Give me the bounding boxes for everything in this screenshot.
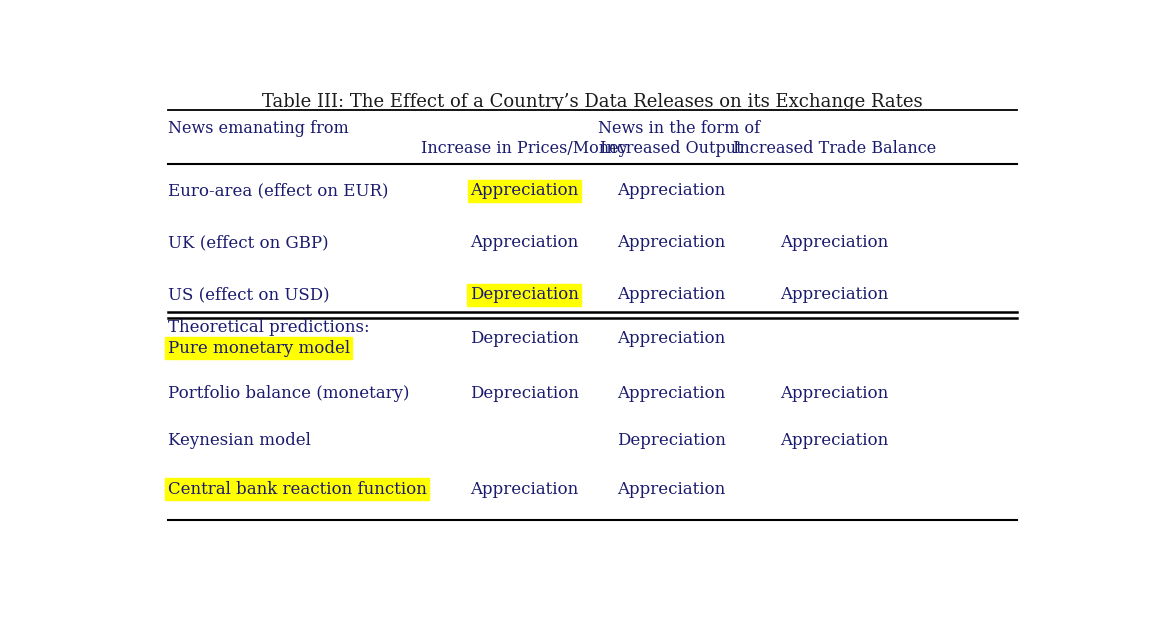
Text: Depreciation: Depreciation: [469, 385, 579, 401]
Text: Appreciation: Appreciation: [780, 286, 888, 303]
Text: Appreciation: Appreciation: [780, 234, 888, 252]
Text: Increased Trade Balance: Increased Trade Balance: [733, 140, 936, 157]
Text: Depreciation: Depreciation: [617, 432, 726, 449]
Text: News in the form of: News in the form of: [598, 121, 761, 138]
Text: Portfolio balance (monetary): Portfolio balance (monetary): [168, 385, 409, 401]
Text: Appreciation: Appreciation: [617, 329, 726, 346]
Text: Increase in Prices/Money: Increase in Prices/Money: [421, 140, 628, 157]
Text: Appreciation: Appreciation: [470, 234, 578, 252]
Text: Euro-area (effect on EUR): Euro-area (effect on EUR): [168, 182, 388, 199]
Text: Appreciation: Appreciation: [780, 385, 888, 401]
Text: News emanating from: News emanating from: [168, 121, 348, 138]
Text: Pure monetary model: Pure monetary model: [168, 340, 350, 357]
Text: UK (effect on GBP): UK (effect on GBP): [168, 234, 328, 252]
Text: Appreciation: Appreciation: [617, 286, 726, 303]
Text: Keynesian model: Keynesian model: [168, 432, 311, 449]
Text: Appreciation: Appreciation: [470, 182, 578, 199]
Text: Theoretical predictions:: Theoretical predictions:: [168, 319, 370, 336]
Text: Central bank reaction function: Central bank reaction function: [168, 481, 427, 498]
Text: Depreciation: Depreciation: [469, 329, 579, 346]
Text: Table III: The Effect of a Country’s Data Releases on its Exchange Rates: Table III: The Effect of a Country’s Dat…: [262, 93, 922, 111]
Text: Increased Output: Increased Output: [600, 140, 743, 157]
Text: Appreciation: Appreciation: [780, 432, 888, 449]
Text: Appreciation: Appreciation: [470, 481, 578, 498]
Text: Appreciation: Appreciation: [617, 234, 726, 252]
Text: Depreciation: Depreciation: [469, 286, 579, 303]
Text: US (effect on USD): US (effect on USD): [168, 286, 329, 303]
Text: Appreciation: Appreciation: [617, 481, 726, 498]
Text: Appreciation: Appreciation: [617, 182, 726, 199]
Text: Appreciation: Appreciation: [617, 385, 726, 401]
